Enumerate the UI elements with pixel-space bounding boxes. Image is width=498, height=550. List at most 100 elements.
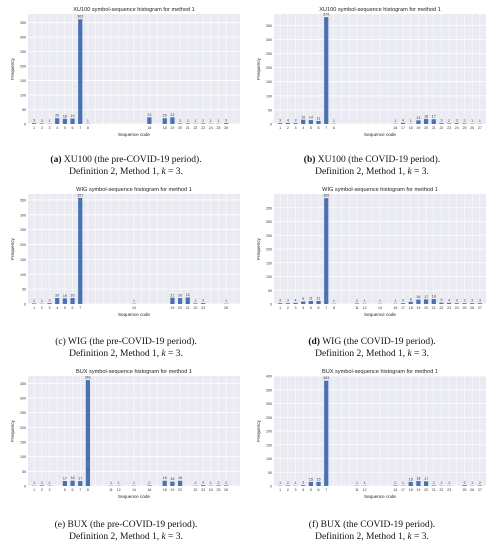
chart-title: XU100 symbol-sequence histogram for meth…	[319, 7, 441, 13]
bar-value-label: 4	[287, 118, 289, 122]
bar	[47, 303, 52, 304]
bar	[423, 118, 429, 124]
bar-value-label: 18	[163, 476, 167, 480]
y-tick-label: 150	[20, 79, 26, 83]
y-axis-label: Frequency	[256, 57, 261, 79]
caption-line2-end: = 3.	[165, 167, 183, 177]
caption-k: k	[161, 349, 166, 359]
x-tick-label: 5	[310, 126, 312, 130]
x-tick-label: 20	[178, 126, 182, 130]
bar-value-label: 2	[394, 481, 396, 485]
x-tick-label: 16	[393, 126, 397, 130]
x-tick-label: 1	[33, 126, 35, 130]
x-tick-label: 26	[224, 126, 228, 130]
bar	[55, 298, 60, 304]
bar	[193, 303, 198, 304]
y-tick-label: 50	[22, 470, 26, 474]
x-tick-label: 16	[393, 306, 397, 310]
bar-value-label: 361	[85, 376, 91, 380]
bar	[62, 298, 67, 304]
bar	[431, 299, 436, 304]
y-tick-label: 0	[24, 123, 26, 127]
caption-letter: (f)	[308, 520, 319, 530]
bar-value-label: 1	[110, 481, 112, 485]
bar-value-label: 17	[78, 477, 82, 481]
x-tick-label: 21	[432, 126, 436, 130]
y-tick-label: 250	[266, 52, 272, 56]
x-tick-label: 23	[201, 126, 205, 130]
x-axis-label: Sequence code	[364, 312, 396, 317]
y-tick-label: 150	[266, 443, 272, 447]
bar	[316, 481, 321, 486]
bar	[78, 481, 83, 486]
bar	[224, 485, 229, 486]
chart-title: BUX symbol-sequence histogram for method…	[322, 369, 438, 375]
bar-value-label: 20	[178, 294, 182, 298]
y-tick-label: 150	[266, 80, 272, 84]
y-tick-label: 350	[266, 206, 272, 210]
x-tick-label: 21	[432, 488, 436, 492]
y-tick-label: 300	[266, 38, 272, 42]
bar	[316, 300, 321, 304]
x-tick-label: 24	[455, 306, 459, 310]
x-axis-label: Sequence code	[364, 494, 396, 499]
bar	[85, 380, 91, 486]
bar-value-label: 383	[323, 376, 329, 380]
chart-panel-e: 0 50 100 150 200 250 300 350 1 1 2 2 1 3 17 5 18 6 17 7 361 8…	[6, 366, 246, 548]
x-tick-label: 20	[178, 306, 182, 310]
caption-line2-end: = 3.	[411, 167, 429, 177]
bar	[278, 123, 283, 124]
bar-value-label: 1	[295, 481, 297, 485]
x-tick-label: 21	[186, 306, 190, 310]
bar-value-label: 3	[202, 481, 204, 485]
chart-panel-a: 0 50 100 150 200 250 300 350 3 1 2 2 1 3 20 4 18 5 19 6 362 7…	[6, 4, 246, 186]
x-tick-label: 19	[416, 488, 420, 492]
y-tick-label: 350	[266, 24, 272, 28]
x-tick-label: 27	[478, 306, 482, 310]
x-tick-label: 22	[193, 306, 197, 310]
caption-line2: Definition 2, Method 1,	[315, 532, 408, 542]
bar-value-label: 1	[118, 481, 120, 485]
x-tick-label: 23	[447, 306, 451, 310]
y-tick-label: 50	[22, 108, 26, 112]
x-tick-label: 17	[401, 488, 405, 492]
caption-line1: BUX (the pre-COVID-19 period).	[65, 520, 198, 530]
chart-panel-d: 0 50 100 150 200 250 300 350 3 1 3 2 4 3 9 4 11 5 11 6 385 7 1…	[252, 184, 492, 366]
x-tick-label: 5	[64, 488, 66, 492]
x-tick-label: 24	[209, 488, 213, 492]
x-axis-label: Sequence code	[118, 312, 150, 317]
y-tick-label: 250	[20, 50, 26, 54]
x-tick-label: 18	[409, 488, 413, 492]
bar-value-label: 3	[463, 481, 465, 485]
x-tick-label: 20	[178, 488, 182, 492]
caption-line2-end: = 3.	[411, 532, 429, 542]
x-tick-label: 16	[147, 488, 151, 492]
bar-value-label: 18	[424, 114, 428, 118]
bar	[408, 481, 413, 486]
y-tick-label: 350	[20, 198, 26, 202]
bar-value-label: 2	[225, 481, 227, 485]
bar	[170, 117, 175, 124]
bar-value-label: 3	[302, 481, 304, 485]
bar-value-label: 13	[416, 116, 420, 120]
caption-k: k	[161, 532, 166, 542]
x-tick-label: 14	[132, 488, 136, 492]
bar-value-label: 1	[41, 299, 43, 303]
bar-value-label: 3	[471, 299, 473, 303]
bar-value-label: 3	[33, 119, 35, 123]
bar	[431, 119, 436, 124]
bar-value-label: 1	[194, 481, 196, 485]
bar-value-label: 4	[295, 298, 297, 302]
x-tick-label: 3	[49, 488, 51, 492]
caption-d: (d) WIG (the COVID-19 period). Definitio…	[252, 336, 492, 360]
x-tick-label: 2	[287, 306, 289, 310]
y-tick-label: 100	[266, 275, 272, 279]
x-tick-label: 21	[432, 306, 436, 310]
x-tick-label: 18	[409, 306, 413, 310]
x-tick-label: 7	[79, 306, 81, 310]
bar-value-label: 23	[147, 113, 151, 117]
bar-value-label: 2	[463, 119, 465, 123]
x-axis-label: Sequence code	[118, 132, 150, 137]
x-tick-label: 19	[416, 126, 420, 130]
x-tick-label: 23	[447, 488, 451, 492]
